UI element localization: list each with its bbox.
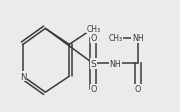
Text: O: O: [90, 34, 96, 43]
Text: O: O: [135, 85, 141, 94]
Text: CH₃: CH₃: [108, 34, 123, 43]
Text: N: N: [20, 72, 26, 81]
Text: S: S: [90, 59, 96, 68]
Text: NH: NH: [110, 59, 121, 68]
Text: CH₃: CH₃: [86, 25, 100, 34]
Text: O: O: [90, 85, 96, 94]
Text: NH: NH: [132, 34, 144, 43]
